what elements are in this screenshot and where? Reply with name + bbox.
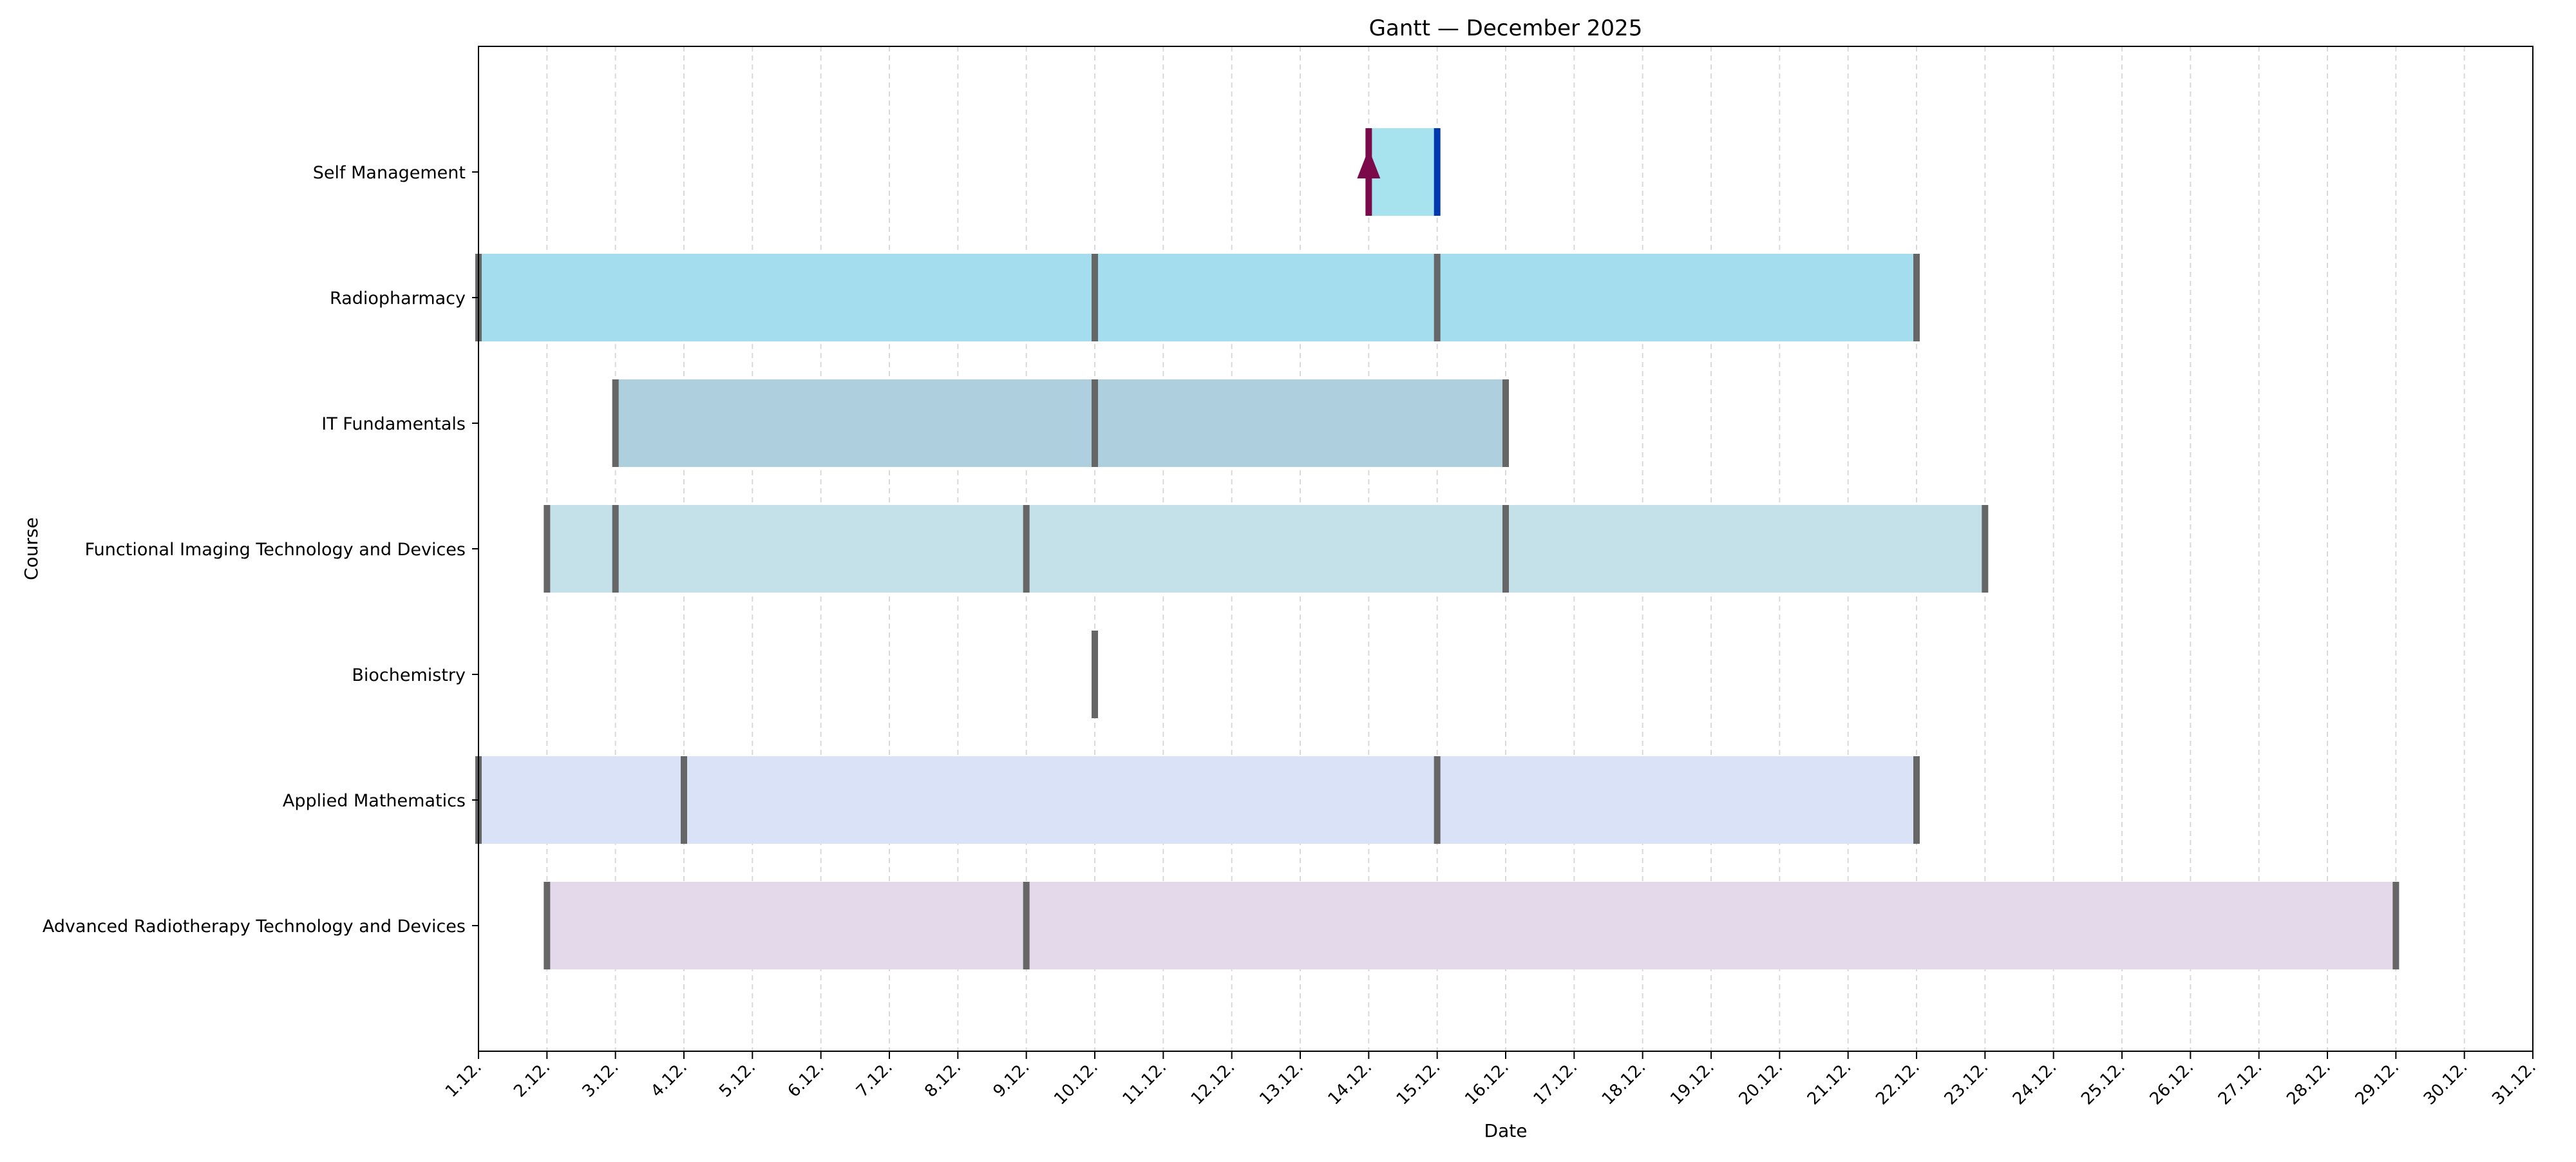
milestone-marker	[544, 505, 551, 593]
x-tick-label: 30.12.	[2420, 1058, 2472, 1109]
milestone-marker	[1982, 505, 1989, 593]
course-label: Functional Imaging Technology and Device…	[85, 540, 466, 560]
x-tick-label: 23.12.	[1941, 1058, 1993, 1109]
milestone-marker	[1913, 254, 1920, 341]
y-axis-label: Course	[21, 517, 42, 580]
x-tick-label: 25.12.	[2078, 1058, 2129, 1109]
x-tick-label: 24.12.	[2009, 1058, 2061, 1109]
x-tick-label: 13.12.	[1256, 1058, 1307, 1109]
course-bar	[478, 254, 1917, 341]
x-tick-label: 7.12.	[853, 1058, 896, 1101]
x-tick-label: 16.12.	[1461, 1058, 1513, 1109]
x-tick-label: 29.12.	[2352, 1058, 2403, 1109]
milestone-marker	[1434, 756, 1441, 844]
course-label: Biochemistry	[352, 665, 466, 685]
milestone-marker	[1502, 505, 1509, 593]
course-label: IT Fundamentals	[321, 414, 466, 434]
milestone-marker	[1092, 254, 1098, 341]
milestone-marker	[1092, 631, 1098, 718]
x-tick-label: 6.12.	[784, 1058, 828, 1101]
x-tick-label: 1.12.	[442, 1058, 486, 1101]
x-tick-label: 10.12.	[1050, 1058, 1102, 1109]
milestone-marker	[544, 882, 551, 969]
x-tick-label: 4.12.	[647, 1058, 691, 1101]
arrow-marker	[1357, 149, 1381, 178]
milestone-marker	[1023, 882, 1030, 969]
x-tick-label: 22.12.	[1872, 1058, 1924, 1109]
milestone-marker	[1913, 756, 1920, 844]
milestone-marker	[1434, 254, 1441, 341]
course-label: Advanced Radiotherapy Technology and Dev…	[43, 917, 466, 937]
x-tick-label: 5.12.	[715, 1058, 759, 1101]
milestone-marker	[681, 756, 687, 844]
x-tick-label: 20.12.	[1736, 1058, 1787, 1109]
milestone-marker	[1434, 128, 1441, 216]
course-label: Self Management	[313, 163, 466, 183]
course-label: Applied Mathematics	[283, 791, 466, 811]
bars	[478, 128, 2396, 969]
x-tick-label: 15.12.	[1393, 1058, 1444, 1109]
x-tick-label: 26.12.	[2146, 1058, 2198, 1109]
milestone-marker	[1502, 379, 1509, 467]
milestone-marker	[612, 379, 619, 467]
x-tick-label: 21.12.	[1804, 1058, 1855, 1109]
course-bar	[547, 882, 2396, 969]
x-tick-label: 18.12.	[1598, 1058, 1650, 1109]
x-tick-label: 12.12.	[1188, 1058, 1239, 1109]
x-axis-label: Date	[1484, 1120, 1528, 1141]
x-tick-label: 2.12.	[510, 1058, 554, 1101]
course-label: Radiopharmacy	[330, 289, 466, 309]
y-axis-labels: Self Management Radiopharmacy IT Fundament…	[43, 163, 478, 937]
x-tick-label: 17.12.	[1530, 1058, 1582, 1109]
chart-title: Gantt — December 2025	[1369, 15, 1643, 41]
course-bar	[1368, 128, 1437, 216]
course-bar	[547, 505, 1985, 593]
x-tick-label: 3.12.	[579, 1058, 623, 1101]
course-bar	[478, 756, 1917, 844]
x-tick-label: 28.12.	[2283, 1058, 2334, 1109]
x-tick-label: 19.12.	[1667, 1058, 1718, 1109]
milestone-marker	[612, 505, 619, 593]
x-tick-label: 27.12.	[2215, 1058, 2266, 1109]
x-tick-label: 11.12.	[1119, 1058, 1171, 1109]
x-tick-label: 31.12.	[2488, 1058, 2540, 1109]
milestone-marker	[1092, 379, 1098, 467]
x-tick-label: 14.12.	[1325, 1058, 1376, 1109]
x-axis-ticks: 1.12. 2.12. 3.12. 4.12. 5.12. 6.12. 7.12. 8.12.…	[442, 1051, 2540, 1109]
milestone-marker	[1023, 505, 1030, 593]
course-bar	[615, 379, 1506, 467]
x-tick-label: 9.12.	[990, 1058, 1034, 1101]
x-tick-label: 8.12.	[921, 1058, 965, 1101]
milestone-marker	[2392, 882, 2400, 969]
